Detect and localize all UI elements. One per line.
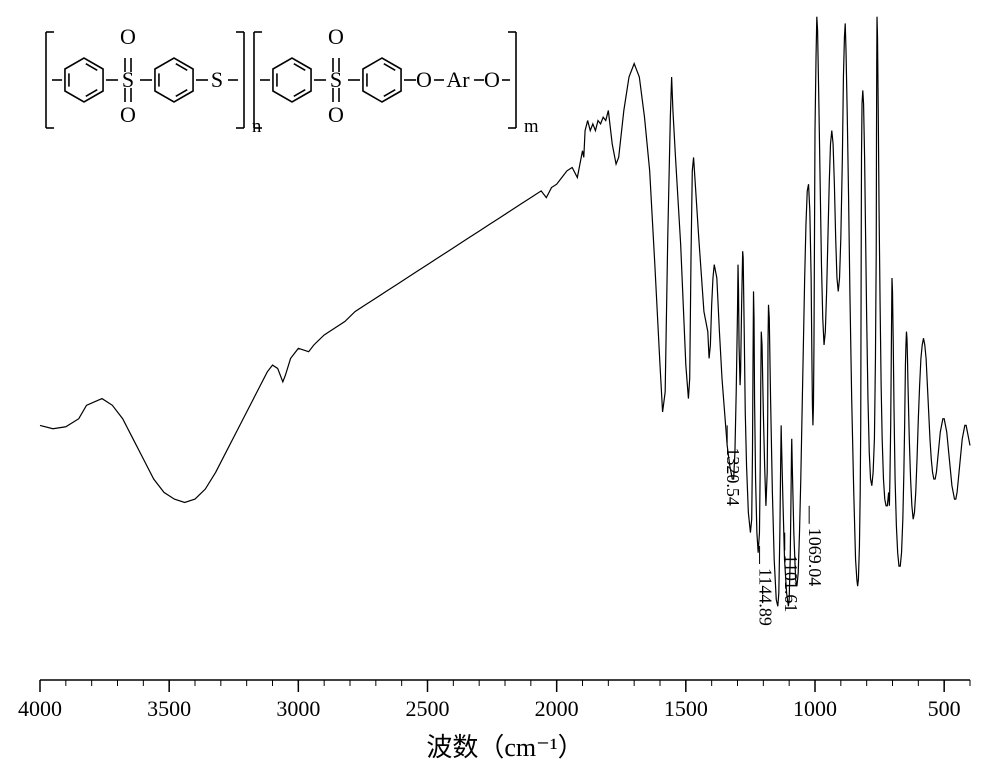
- oxygen-label: O: [328, 24, 344, 49]
- x-tick-label: 1500: [664, 696, 708, 721]
- x-axis-label: 波数（cm⁻¹）: [426, 733, 583, 762]
- sulfur-label: S: [330, 67, 342, 92]
- peak-label: 1101.61: [781, 555, 801, 613]
- ar-label: Ar: [446, 67, 470, 92]
- x-tick-label: 4000: [18, 696, 62, 721]
- ir-spectrum-chart: 4000 3500 3000 2500 2000 1500 1000 500 波数（cm⁻¹） 1…: [0, 0, 1000, 764]
- chart-background: [0, 0, 1000, 764]
- oxygen-label: O: [120, 24, 136, 49]
- sulfur-link-label: S: [211, 67, 223, 92]
- peak-label: 1069.04: [805, 528, 825, 587]
- sulfur-label: S: [122, 67, 134, 92]
- x-tick-label: 500: [928, 696, 961, 721]
- x-tick-label: 3500: [147, 696, 191, 721]
- peak-label: 1320.54: [723, 447, 743, 506]
- oxygen-label: O: [120, 102, 136, 127]
- peak-label: 1144.89: [756, 568, 776, 626]
- oxygen-label: O: [328, 102, 344, 127]
- oxygen-link-label: O: [484, 67, 500, 92]
- x-tick-label: 1000: [793, 696, 837, 721]
- subscript-m: m: [524, 116, 539, 137]
- x-tick-label: 2000: [535, 696, 579, 721]
- x-tick-label: 3000: [276, 696, 320, 721]
- x-tick-label: 2500: [406, 696, 450, 721]
- oxygen-link-label: O: [416, 67, 432, 92]
